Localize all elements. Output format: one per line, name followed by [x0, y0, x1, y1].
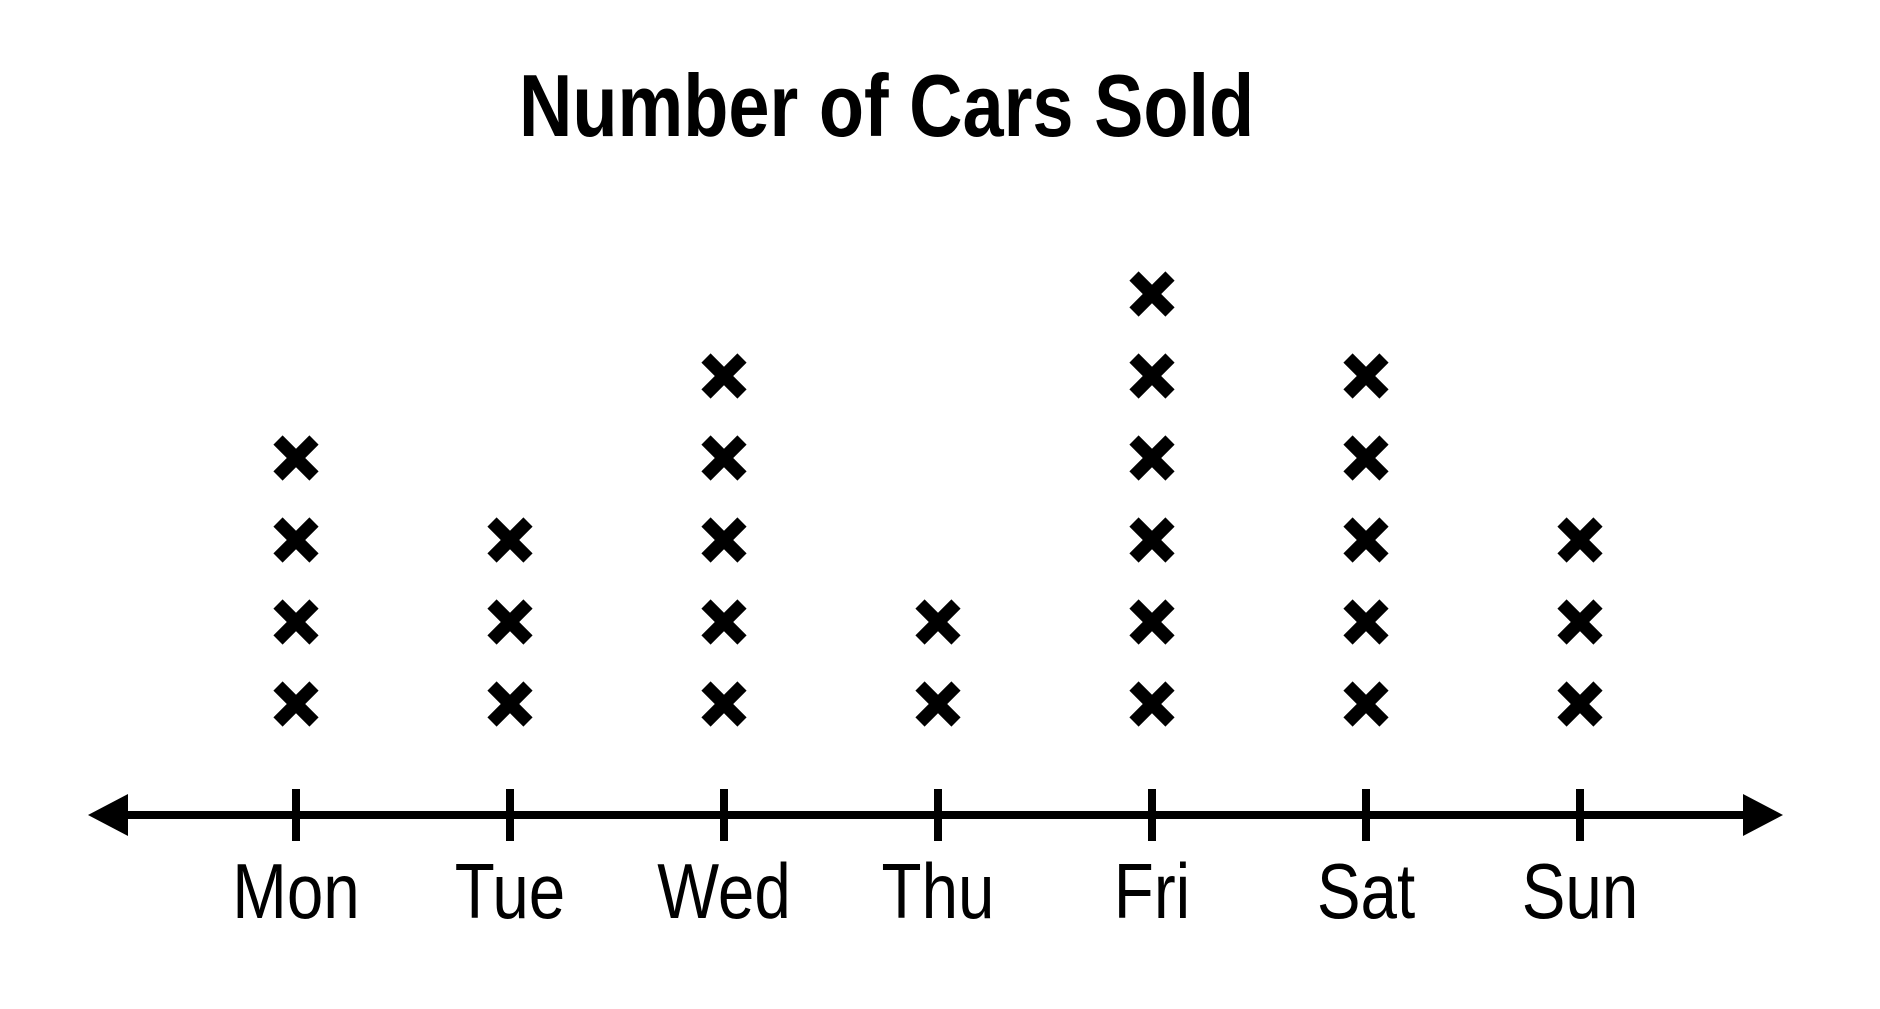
axis-arrow-left-icon: [88, 794, 128, 836]
axis-label-fri: Fri: [1114, 849, 1190, 936]
x-mark-tue-3: [487, 517, 533, 563]
x-mark-thu-1: [915, 681, 961, 727]
x-mark-fri-1: [1129, 681, 1175, 727]
x-mark-sat-3: [1343, 517, 1389, 563]
chart-title-text: Number of Cars Sold: [519, 56, 1255, 155]
x-mark-sun-1: [1557, 681, 1603, 727]
x-mark-fri-5: [1129, 353, 1175, 399]
x-mark-fri-6: [1129, 271, 1175, 317]
x-mark-sun-2: [1557, 599, 1603, 645]
x-mark-tue-1: [487, 681, 533, 727]
x-mark-wed-3: [701, 517, 747, 563]
x-mark-mon-2: [273, 599, 319, 645]
axis-label-sun: Sun: [1522, 849, 1639, 936]
axis-label-wed: Wed: [657, 849, 791, 936]
x-mark-sat-5: [1343, 353, 1389, 399]
x-mark-tue-2: [487, 599, 533, 645]
chart-title: Number of Cars Sold: [0, 62, 1774, 150]
axis-label-sat: Sat: [1317, 849, 1415, 936]
x-mark-sun-3: [1557, 517, 1603, 563]
x-mark-sat-2: [1343, 599, 1389, 645]
axis-label-thu: Thu: [882, 849, 995, 936]
x-mark-fri-3: [1129, 517, 1175, 563]
x-mark-wed-1: [701, 681, 747, 727]
x-mark-fri-2: [1129, 599, 1175, 645]
x-mark-mon-3: [273, 517, 319, 563]
x-mark-wed-5: [701, 353, 747, 399]
x-mark-wed-4: [701, 435, 747, 481]
x-mark-fri-4: [1129, 435, 1175, 481]
axis-arrow-right-icon: [1743, 794, 1783, 836]
x-mark-mon-4: [273, 435, 319, 481]
x-mark-wed-2: [701, 599, 747, 645]
x-mark-sat-4: [1343, 435, 1389, 481]
axis-label-tue: Tue: [455, 849, 565, 936]
axis-label-mon: Mon: [232, 849, 359, 936]
x-mark-sat-1: [1343, 681, 1389, 727]
x-mark-thu-2: [915, 599, 961, 645]
x-mark-mon-1: [273, 681, 319, 727]
